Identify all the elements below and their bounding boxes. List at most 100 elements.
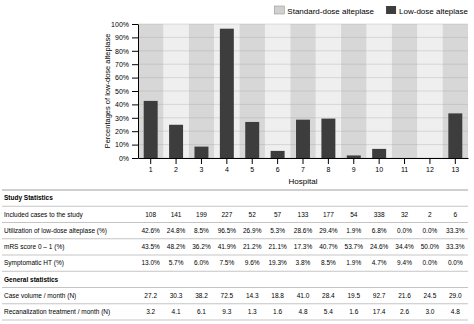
bar	[448, 113, 462, 158]
x-tick: 7	[301, 158, 305, 173]
y-tick: 20%	[115, 128, 138, 135]
legend: Low-dose alteplase Standard-dose alteplas…	[274, 6, 468, 16]
table-cell: 33.3%	[446, 243, 465, 250]
x-tick: 3	[200, 158, 204, 173]
table-cell: 9.6%	[245, 259, 260, 266]
table-cell: 48.2%	[167, 243, 186, 250]
table-cell: 177	[323, 211, 334, 218]
table-cell: 14.3	[246, 292, 259, 299]
y-tick-label: 60%	[115, 74, 129, 81]
table-cell: 24.6%	[370, 243, 389, 250]
table-rule	[2, 271, 468, 272]
table-cell: 6.8%	[372, 227, 387, 234]
x-tick-label: 3	[200, 166, 204, 173]
table-cell: 8.5%	[194, 227, 209, 234]
x-tick: 10	[375, 158, 383, 173]
table-cell: 4.7%	[372, 259, 387, 266]
x-tick-label: 10	[375, 166, 383, 173]
table-cell: 1.6	[273, 308, 282, 315]
grid-line	[138, 64, 468, 65]
bar	[398, 158, 412, 159]
x-tick-mark	[379, 158, 380, 164]
bar	[169, 125, 183, 158]
table-row-label: Included cases to the study	[4, 211, 84, 219]
table-rule	[2, 320, 468, 321]
table-cell: 4.1	[172, 308, 181, 315]
legend-label: Low-dose alteplase	[399, 7, 468, 16]
table-cell: 5.7%	[169, 259, 184, 266]
table-cell: 19.5	[347, 292, 360, 299]
x-tick: 1	[149, 158, 153, 173]
table-row-label: mRS score 0 – 1 (%)	[4, 243, 64, 251]
bar	[144, 101, 158, 158]
bar	[220, 29, 234, 158]
y-tick-mark	[132, 145, 138, 146]
table-cell: 1.9%	[346, 227, 361, 234]
table-cell: 26.9%	[243, 227, 262, 234]
table-cell: 24.8%	[167, 227, 186, 234]
x-tick-label: 9	[352, 166, 356, 173]
x-tick-label: 12	[426, 166, 434, 173]
y-tick-label: 0%	[119, 155, 129, 162]
grid-line	[138, 91, 468, 92]
grid-line	[138, 77, 468, 78]
x-tick-mark	[303, 158, 304, 164]
legend-label: Standard-dose alteplase	[287, 7, 374, 16]
table-rule	[2, 222, 468, 223]
table: Study StatisticsIncluded cases to the st…	[2, 190, 468, 320]
x-tick-mark	[226, 158, 227, 164]
table-cell: 9.4%	[397, 259, 412, 266]
y-axis: 0%10%20%30%40%50%60%70%80%90%100%	[111, 21, 138, 162]
table-cell: 5.4	[324, 308, 333, 315]
x-tick-label: 6	[276, 166, 280, 173]
y-tick: 70%	[115, 61, 138, 68]
x-tick: 2	[174, 158, 178, 173]
bar	[194, 147, 208, 158]
y-tick-mark	[132, 64, 138, 65]
table-cell: 9.3	[222, 308, 231, 315]
x-tick: 9	[352, 158, 356, 173]
x-axis: 12345678910111213	[139, 158, 469, 173]
y-tick-mark	[132, 118, 138, 119]
y-tick: 50%	[115, 88, 138, 95]
y-tick: 40%	[115, 101, 138, 108]
table-cell: 17.4	[373, 308, 386, 315]
y-tick-label: 20%	[115, 128, 129, 135]
grid-line	[138, 37, 468, 38]
x-tick-label: 11	[401, 166, 408, 173]
table-cell: 0.0%	[423, 259, 438, 266]
x-tick: 8	[326, 158, 330, 173]
bar	[423, 158, 437, 159]
table-cell: 41.9%	[218, 243, 237, 250]
table-cell: 24.5	[424, 292, 437, 299]
x-tick-label: 4	[225, 166, 229, 173]
table-cell: 1.6	[349, 308, 358, 315]
bar	[296, 120, 310, 158]
y-tick-label: 10%	[115, 141, 129, 148]
table-cell: 3.2	[146, 308, 155, 315]
table-cell: 96.5%	[218, 227, 237, 234]
table-cell: 92.7	[373, 292, 386, 299]
x-tick-label: 7	[301, 166, 305, 173]
table-rule	[2, 190, 468, 191]
y-tick-mark	[132, 24, 138, 25]
table-cell: 21.2%	[243, 243, 262, 250]
table-row-label: Utilization of low-dose alteplase (%)	[4, 227, 107, 235]
table-rule	[2, 303, 468, 304]
chart-root: 0%10%20%30%40%50%60%70%80%90%100%1234567…	[0, 0, 474, 324]
table-cell: 2.6	[400, 308, 409, 315]
table-cell: 4.8	[451, 308, 460, 315]
y-tick-label: 30%	[115, 115, 129, 122]
y-axis-line	[138, 25, 139, 159]
table-cell: 33.3%	[446, 227, 465, 234]
table-cell: 40.7%	[319, 243, 338, 250]
x-tick-mark	[455, 158, 456, 164]
x-tick-mark	[252, 158, 253, 164]
x-tick: 11	[401, 158, 408, 173]
table-cell: 7.5%	[219, 259, 234, 266]
table-cell: 18.8	[271, 292, 284, 299]
x-tick-label: 1	[149, 166, 153, 173]
x-tick-mark	[328, 158, 329, 164]
table-cell: 5.3%	[270, 227, 285, 234]
y-tick-mark	[132, 91, 138, 92]
